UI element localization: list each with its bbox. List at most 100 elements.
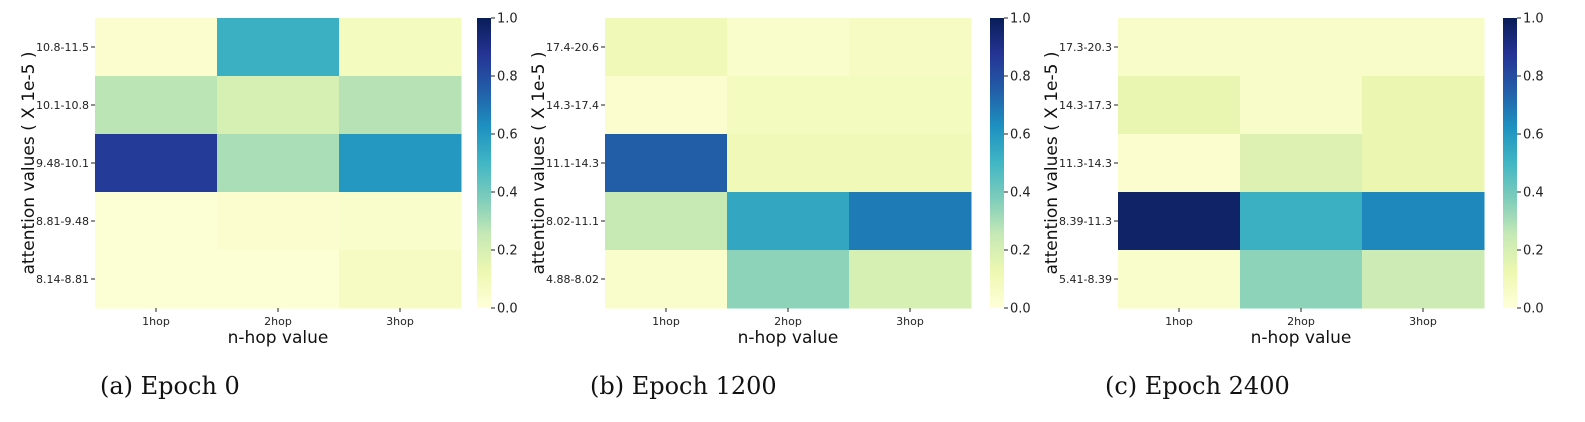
colorbar-tick-label: 1.0 — [497, 12, 518, 27]
x-axis-label: n-hop value — [1251, 328, 1352, 348]
heatmap-cell — [849, 192, 972, 251]
x-tick-label: 1hop — [142, 315, 170, 328]
heatmap-cell — [95, 76, 218, 135]
heatmap-cell — [1118, 134, 1241, 193]
colorbar-tick-label: 0.2 — [1010, 244, 1031, 259]
x-tick-label: 3hop — [1409, 315, 1437, 328]
heatmap-cell — [727, 192, 850, 251]
colorbar-tick-label: 0.6 — [497, 128, 518, 143]
colorbar-tick-label: 0.8 — [1010, 70, 1031, 85]
heatmap-panel-0: 10.8-11.5 10.1-10.8 9.48-10.1 8.81-9.48 8.14… — [19, 12, 518, 401]
y-tick-label: 9.48-10.1 — [36, 157, 89, 170]
heatmap-cell — [605, 134, 728, 193]
heatmap-cell — [1362, 250, 1485, 309]
colorbar-tick-label: 1.0 — [1010, 12, 1031, 27]
x-axis-label: n-hop value — [738, 328, 839, 348]
x-tick-label: 3hop — [386, 315, 414, 328]
colorbar — [990, 18, 1004, 308]
colorbar-tick-label: 0.4 — [1523, 186, 1544, 201]
subfigure-caption: (a) Epoch 0 — [100, 372, 240, 400]
y-tick-label: 17.3-20.3 — [1059, 41, 1112, 54]
heatmap-cell — [95, 18, 218, 77]
heatmap-cell — [339, 250, 462, 309]
heatmap-cell — [1240, 76, 1363, 135]
colorbar-tick-label: 0.4 — [497, 186, 518, 201]
y-tick-label: 10.8-11.5 — [36, 41, 89, 54]
heatmap-cell — [1240, 192, 1363, 251]
heatmap-cell — [217, 76, 340, 135]
heatmap-cell — [1118, 192, 1241, 251]
heatmap-cell — [217, 134, 340, 193]
heatmap-cell — [849, 76, 972, 135]
subfigure-caption: (c) Epoch 2400 — [1105, 372, 1290, 400]
heatmap-cell — [605, 250, 728, 309]
heatmap-cell — [1118, 250, 1241, 309]
heatmap-cell — [339, 76, 462, 135]
heatmap-cell — [849, 134, 972, 193]
heatmap-cell — [605, 76, 728, 135]
heatmap-panel-2: 17.3-20.3 14.3-17.3 11.3-14.3 8.39-11.3 5.41… — [1042, 12, 1544, 401]
y-tick-label: 14.3-17.3 — [1059, 99, 1112, 112]
heatmap-panel-1: 17.4-20.6 14.3-17.4 11.1-14.3 8.02-11.1 4.88… — [529, 12, 1031, 401]
x-tick-label: 2hop — [1287, 315, 1315, 328]
heatmap-cell — [1362, 192, 1485, 251]
x-tick-label: 3hop — [896, 315, 924, 328]
heatmap-cell — [849, 250, 972, 309]
heatmap-cell — [1118, 76, 1241, 135]
y-tick-label: 8.02-11.1 — [546, 215, 599, 228]
colorbar-tick-label: 0.2 — [497, 244, 518, 259]
colorbar-tick-label: 0.4 — [1010, 186, 1031, 201]
heatmap-cell — [849, 18, 972, 77]
y-tick-label: 10.1-10.8 — [36, 99, 89, 112]
heatmap-cell — [605, 192, 728, 251]
x-tick-label: 2hop — [264, 315, 292, 328]
heatmap-cell — [339, 134, 462, 193]
heatmap-cell — [1240, 134, 1363, 193]
colorbar — [477, 18, 491, 308]
heatmap-cell — [1362, 134, 1485, 193]
heatmap-cell — [217, 18, 340, 77]
colorbar — [1503, 18, 1517, 308]
heatmap-cell — [605, 18, 728, 77]
colorbar-tick-label: 0.0 — [497, 302, 518, 317]
heatmap-cell — [339, 18, 462, 77]
colorbar-tick-label: 0.0 — [1010, 302, 1031, 317]
subfigure-caption: (b) Epoch 1200 — [590, 372, 777, 400]
heatmap-cell — [1362, 76, 1485, 135]
heatmap-cell — [727, 250, 850, 309]
heatmap-cell — [1240, 250, 1363, 309]
heatmap-cell — [1362, 18, 1485, 77]
colorbar-tick-label: 0.2 — [1523, 244, 1544, 259]
y-tick-label: 5.41-8.39 — [1059, 273, 1112, 286]
heatmap-cell — [1240, 18, 1363, 77]
y-tick-label: 11.3-14.3 — [1059, 157, 1112, 170]
y-axis-label: attention values ( X 1e-5 ) — [1042, 52, 1062, 275]
heatmap-cell — [727, 76, 850, 135]
heatmap-cell — [217, 192, 340, 251]
x-tick-label: 1hop — [1165, 315, 1193, 328]
colorbar-tick-label: 0.8 — [1523, 70, 1544, 85]
heatmap-cell — [217, 250, 340, 309]
colorbar-tick-label: 0.6 — [1010, 128, 1031, 143]
heatmap-cell — [1118, 18, 1241, 77]
colorbar-tick-label: 0.6 — [1523, 128, 1544, 143]
y-tick-label: 17.4-20.6 — [546, 41, 599, 54]
heatmap-cell — [95, 250, 218, 309]
y-tick-label: 4.88-8.02 — [546, 273, 599, 286]
x-axis-label: n-hop value — [228, 328, 329, 348]
y-tick-label: 14.3-17.4 — [546, 99, 599, 112]
x-tick-label: 2hop — [774, 315, 802, 328]
x-tick-label: 1hop — [652, 315, 680, 328]
colorbar-tick-label: 0.0 — [1523, 302, 1544, 317]
y-axis-label: attention values ( X 1e-5 ) — [529, 52, 549, 275]
heatmap-cell — [727, 18, 850, 77]
heatmap-cell — [339, 192, 462, 251]
heatmap-cell — [95, 192, 218, 251]
y-tick-label: 8.81-9.48 — [36, 215, 89, 228]
y-tick-label: 11.1-14.3 — [546, 157, 599, 170]
heatmap-cell — [95, 134, 218, 193]
colorbar-tick-label: 1.0 — [1523, 12, 1544, 27]
colorbar-tick-label: 0.8 — [497, 70, 518, 85]
y-tick-label: 8.39-11.3 — [1059, 215, 1112, 228]
